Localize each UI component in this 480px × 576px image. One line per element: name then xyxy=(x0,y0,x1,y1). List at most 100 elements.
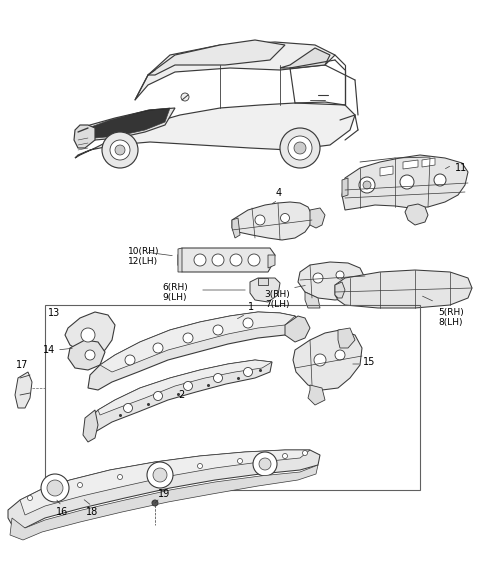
Circle shape xyxy=(115,145,125,155)
Text: 1: 1 xyxy=(248,302,254,312)
Circle shape xyxy=(283,453,288,458)
Polygon shape xyxy=(20,450,310,515)
Circle shape xyxy=(280,128,320,168)
Circle shape xyxy=(125,355,135,365)
Circle shape xyxy=(194,254,206,266)
Polygon shape xyxy=(380,166,393,176)
Circle shape xyxy=(243,318,253,328)
Circle shape xyxy=(238,458,242,464)
Text: 6(RH)
9(LH): 6(RH) 9(LH) xyxy=(162,283,188,302)
Circle shape xyxy=(259,458,271,470)
Text: 5(RH)
8(LH): 5(RH) 8(LH) xyxy=(438,308,464,327)
Circle shape xyxy=(110,140,130,160)
Polygon shape xyxy=(88,312,300,390)
Polygon shape xyxy=(342,178,348,197)
Polygon shape xyxy=(335,270,472,308)
Circle shape xyxy=(123,404,132,412)
Circle shape xyxy=(359,177,375,193)
Circle shape xyxy=(154,392,163,400)
Polygon shape xyxy=(308,385,325,405)
Circle shape xyxy=(152,500,158,506)
Polygon shape xyxy=(8,450,320,528)
Polygon shape xyxy=(65,312,115,355)
Text: 17: 17 xyxy=(16,360,28,370)
Polygon shape xyxy=(135,42,335,100)
Circle shape xyxy=(197,464,203,468)
Polygon shape xyxy=(75,102,355,158)
Circle shape xyxy=(230,254,242,266)
Circle shape xyxy=(255,215,265,225)
Polygon shape xyxy=(100,312,295,372)
Polygon shape xyxy=(298,262,365,300)
Circle shape xyxy=(400,175,414,189)
Circle shape xyxy=(313,273,323,283)
Circle shape xyxy=(314,354,326,366)
Text: 14: 14 xyxy=(43,345,55,355)
Circle shape xyxy=(183,333,193,343)
Circle shape xyxy=(294,142,306,154)
Bar xyxy=(45,305,420,490)
Text: 10(RH)
12(LH): 10(RH) 12(LH) xyxy=(128,247,159,266)
Circle shape xyxy=(81,328,95,342)
Circle shape xyxy=(181,93,189,101)
Polygon shape xyxy=(285,316,310,342)
Circle shape xyxy=(302,450,308,456)
Circle shape xyxy=(214,373,223,382)
Circle shape xyxy=(85,350,95,360)
Polygon shape xyxy=(268,255,275,268)
Polygon shape xyxy=(293,330,362,390)
Circle shape xyxy=(153,343,163,353)
Circle shape xyxy=(363,181,371,189)
Polygon shape xyxy=(15,372,32,408)
Polygon shape xyxy=(98,360,272,415)
Circle shape xyxy=(147,462,173,488)
Polygon shape xyxy=(280,48,330,68)
Polygon shape xyxy=(78,108,175,140)
Circle shape xyxy=(253,452,277,476)
Circle shape xyxy=(153,468,167,482)
Circle shape xyxy=(183,381,192,391)
Polygon shape xyxy=(310,208,325,228)
Polygon shape xyxy=(148,40,285,75)
Circle shape xyxy=(213,325,223,335)
Polygon shape xyxy=(68,340,105,370)
Polygon shape xyxy=(85,360,272,432)
Circle shape xyxy=(41,474,69,502)
Polygon shape xyxy=(403,160,418,169)
Text: 13: 13 xyxy=(48,308,60,318)
Circle shape xyxy=(248,254,260,266)
Polygon shape xyxy=(338,328,355,348)
Polygon shape xyxy=(178,248,182,272)
Polygon shape xyxy=(178,248,275,272)
Polygon shape xyxy=(422,158,435,167)
Circle shape xyxy=(280,214,289,222)
Polygon shape xyxy=(10,465,318,540)
Circle shape xyxy=(335,350,345,360)
Circle shape xyxy=(118,475,122,479)
Text: 3(RH)
7(LH): 3(RH) 7(LH) xyxy=(264,290,290,309)
Text: 11: 11 xyxy=(455,163,467,173)
Polygon shape xyxy=(258,278,268,285)
Circle shape xyxy=(288,136,312,160)
Polygon shape xyxy=(405,204,428,225)
Polygon shape xyxy=(305,292,320,308)
Polygon shape xyxy=(232,218,240,238)
Text: 19: 19 xyxy=(158,489,170,499)
Polygon shape xyxy=(85,108,170,138)
Text: 18: 18 xyxy=(86,507,98,517)
Polygon shape xyxy=(83,410,98,442)
Polygon shape xyxy=(232,202,312,240)
Polygon shape xyxy=(74,125,95,148)
Text: 4: 4 xyxy=(276,188,282,198)
Circle shape xyxy=(47,480,63,496)
Circle shape xyxy=(434,174,446,186)
Text: 16: 16 xyxy=(56,507,68,517)
Polygon shape xyxy=(250,278,280,302)
Circle shape xyxy=(102,132,138,168)
Circle shape xyxy=(336,271,344,279)
Circle shape xyxy=(77,483,83,487)
Polygon shape xyxy=(335,282,345,298)
Text: 2: 2 xyxy=(178,390,184,400)
Polygon shape xyxy=(342,155,468,210)
Circle shape xyxy=(27,495,33,501)
